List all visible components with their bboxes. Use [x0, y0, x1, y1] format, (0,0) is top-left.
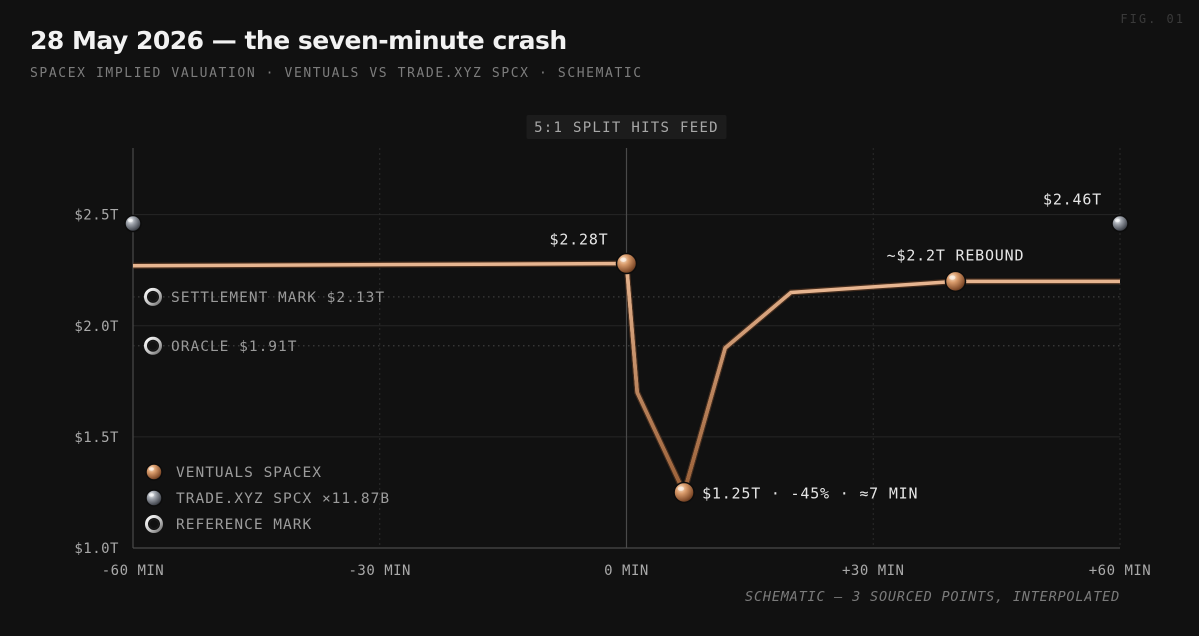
legend-label-0: VENTUALS SPACEX: [176, 465, 322, 481]
legend-label-1: TRADE.XYZ SPCX ×11.87B: [176, 491, 390, 507]
marker-trade-3-ball: [124, 214, 142, 233]
y-tick-label-2: $2.0T: [74, 319, 119, 335]
marker-ventuals-2-shine: [949, 275, 956, 280]
legend-ventuals-icon: [145, 463, 163, 481]
marker-ventuals-1-ball: [673, 481, 695, 504]
legend-reference-icon: [145, 515, 163, 533]
legend-trade-icon-shine: [148, 493, 154, 497]
marker-ventuals-0: [615, 252, 638, 275]
reference-label-0: SETTLEMENT MARK $2.13T: [171, 290, 385, 306]
marker-label-0: $2.28T: [550, 231, 609, 249]
event-label: 5:1 SPLIT HITS FEED: [534, 120, 719, 136]
y-tick-label-3: $2.5T: [74, 208, 119, 224]
marker-ventuals-2-ball: [944, 270, 967, 293]
legend-trade-icon: [145, 489, 163, 507]
x-tick-label-3: +30 MIN: [842, 563, 905, 579]
legend-ventuals-icon-shine: [148, 467, 154, 471]
marker-label-4: $2.46T: [1043, 191, 1102, 209]
legend-ventuals-icon-ball: [145, 463, 163, 481]
x-tick-label-1: -30 MIN: [348, 563, 411, 579]
x-tick-label-2: 0 MIN: [604, 563, 649, 579]
legend-trade-icon-ball: [145, 489, 163, 507]
reference-mark-icon-1-inner: [148, 340, 158, 351]
reference-mark-icon-1-ring: [144, 336, 162, 355]
marker-trade-3: [124, 214, 142, 233]
marker-ventuals-1: [673, 481, 695, 504]
x-tick-label-0: -60 MIN: [102, 563, 165, 579]
marker-trade-4-ball: [1111, 214, 1129, 233]
reference-mark-icon-0: [144, 287, 162, 306]
marker-trade-4-shine: [1114, 218, 1120, 223]
y-tick-label-1: $1.5T: [74, 430, 119, 446]
reference-mark-icon-0-inner: [148, 291, 158, 302]
marker-ventuals-2: [944, 270, 967, 293]
marker-ventuals-1-shine: [677, 486, 685, 491]
series-crash-segment-0: [624, 263, 793, 498]
legend-label-2: REFERENCE MARK: [176, 517, 312, 533]
marker-label-1: $1.25T · -45% · ≈7 MIN: [702, 484, 918, 502]
reference-mark-icon-0-ring: [144, 287, 162, 306]
marker-trade-3-shine: [127, 218, 133, 223]
event-label-bg: [526, 115, 727, 139]
legend-reference-icon-ring: [145, 515, 163, 533]
reference-label-1: ORACLE $1.91T: [171, 339, 298, 355]
marker-trade-4: [1111, 214, 1129, 233]
y-tick-label-0: $1.0T: [74, 541, 119, 557]
chart-title: 28 May 2026 — the seven-minute crash: [30, 26, 567, 55]
figure-tag: FIG. 01: [1120, 12, 1185, 26]
chart-subtitle: SPACEX IMPLIED VALUATION · VENTUALS VS T…: [30, 66, 643, 81]
marker-label-2: ~$2.2T REBOUND: [887, 246, 1025, 264]
marker-ventuals-0-shine: [620, 257, 627, 262]
footnote: SCHEMATIC — 3 SOURCED POINTS, INTERPOLAT…: [745, 589, 1120, 605]
reference-mark-icon-1: [144, 336, 162, 355]
x-tick-label-4: +60 MIN: [1089, 563, 1152, 579]
legend-reference-icon-inner: [149, 519, 159, 529]
marker-ventuals-0-ball: [615, 252, 638, 275]
